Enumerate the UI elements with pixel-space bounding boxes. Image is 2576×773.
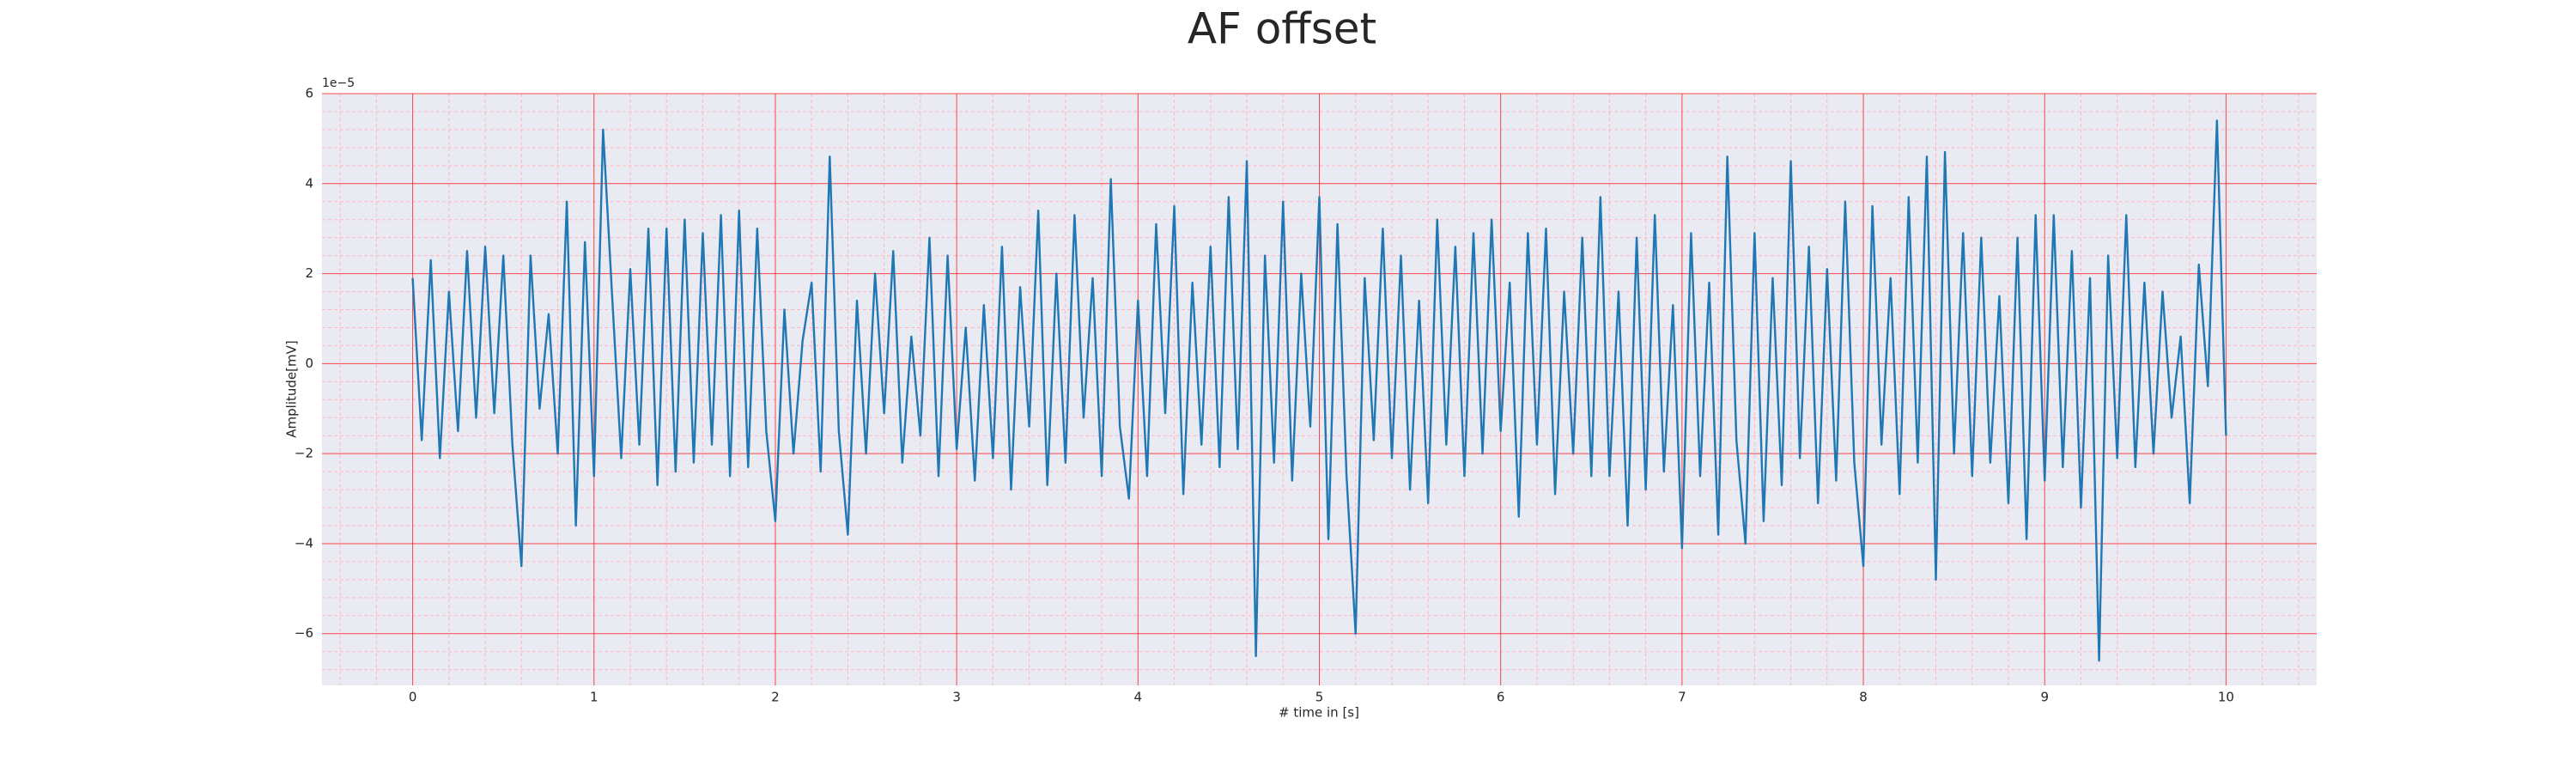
y-axis-label: Amplitude[mV] bbox=[284, 340, 300, 437]
x-tick-label: 0 bbox=[409, 690, 417, 705]
y-tick-label: −6 bbox=[295, 625, 313, 641]
x-tick-label: 10 bbox=[2218, 690, 2234, 705]
x-tick-label: 4 bbox=[1134, 690, 1143, 705]
x-tick-label: 2 bbox=[771, 690, 780, 705]
y-tick-label: −2 bbox=[295, 446, 313, 461]
y-tick-label: −4 bbox=[295, 535, 313, 551]
y-tick-label: 6 bbox=[305, 86, 313, 101]
x-tick-label: 9 bbox=[2040, 690, 2049, 705]
x-axis-label: # time in [s] bbox=[1279, 705, 1359, 721]
y-tick-label: 0 bbox=[305, 356, 313, 371]
x-tick-label: 8 bbox=[1859, 690, 1868, 705]
x-tick-label: 1 bbox=[590, 690, 598, 705]
y-offset-label: 1e−5 bbox=[322, 76, 355, 90]
x-tick-label: 3 bbox=[952, 690, 961, 705]
y-tick-label: 2 bbox=[305, 265, 313, 281]
labels: 0 1 2 3 4 5 6 7 8 9 10 −6 −4 −2 0 2 4 6 bbox=[295, 86, 2234, 705]
plot-area bbox=[411, 119, 2227, 662]
data-line bbox=[411, 119, 2227, 662]
y-tick-label: 4 bbox=[305, 175, 313, 191]
grid bbox=[322, 93, 2317, 685]
x-tick-label: 7 bbox=[1678, 690, 1686, 705]
x-tick-label: 5 bbox=[1315, 690, 1324, 705]
x-tick-label: 6 bbox=[1497, 690, 1505, 705]
chart-title: AF offset bbox=[1188, 4, 1376, 54]
